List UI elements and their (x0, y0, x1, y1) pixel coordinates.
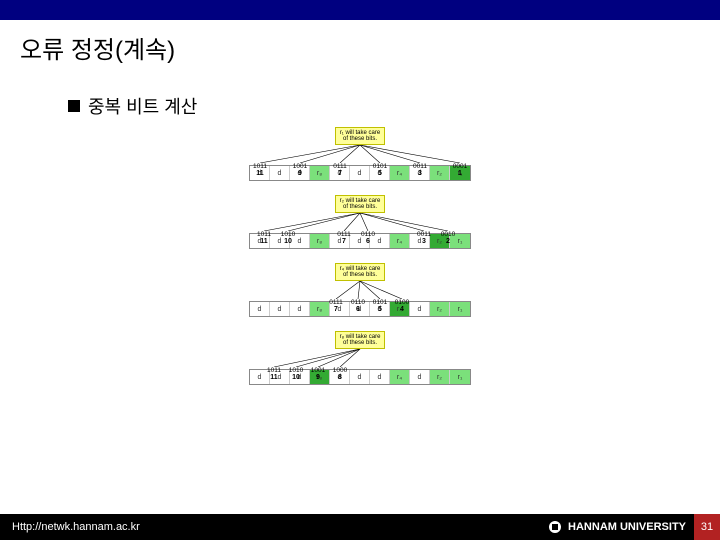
position-dec: 1 (458, 170, 462, 177)
position-label: 01015 (367, 163, 393, 177)
position-dec: 5 (378, 306, 382, 313)
position-label: 10019 (287, 163, 313, 177)
position-dec: 3 (422, 238, 426, 245)
position-dec: 9 (298, 170, 302, 177)
position-bin: 1011 (267, 367, 281, 374)
position-dec: 6 (366, 238, 370, 245)
position-label: 00102 (435, 231, 461, 245)
position-bin: 1010 (281, 231, 295, 238)
position-dec: 4 (400, 306, 404, 313)
position-label: 10008 (327, 367, 353, 381)
bullet-icon (68, 100, 80, 112)
position-bin: 0110 (361, 231, 375, 238)
position-dec: 9 (316, 374, 320, 381)
position-label: 01106 (355, 231, 381, 245)
position-dec: 3 (418, 170, 422, 177)
footer: Http://netwk.hannam.ac.kr HANNAM UNIVERS… (0, 514, 720, 540)
position-bin: 0111 (333, 163, 347, 170)
subtitle-text: 중복 비트 계산 (88, 93, 197, 119)
position-dec: 7 (342, 238, 346, 245)
subtitle-row: 중복 비트 계산 (68, 93, 720, 119)
position-row: 101111 101010 10019 10008 (240, 367, 480, 383)
position-bin: 0010 (441, 231, 455, 238)
position-dec: 7 (338, 170, 342, 177)
position-dec: 7 (334, 306, 338, 313)
position-bin: 1001 (311, 367, 325, 374)
hamming-diagram: r₄ will take care of these bits. 01117 011… (240, 263, 480, 317)
hamming-diagram: r₂ will take care of these bits.10111110… (240, 195, 480, 249)
position-label: 00113 (411, 231, 437, 245)
position-dec: 11 (256, 170, 263, 177)
hamming-diagram: r₁ will take care of these bits.10111110… (240, 127, 480, 181)
tree-lines: 01117011060101501004 (240, 281, 480, 299)
position-dec: 6 (356, 306, 360, 313)
position-row: 10111110101001117011060011300102 (240, 231, 480, 247)
position-bin: 1011 (257, 231, 271, 238)
diagrams-container: r₁ will take care of these bits.10111110… (0, 127, 720, 385)
position-dec: 2 (446, 238, 450, 245)
position-dec: 10 (284, 238, 292, 245)
position-bin: 0001 (453, 163, 467, 170)
position-bin: 0101 (373, 163, 387, 170)
diagram-tag: r₂ will take care of these bits. (335, 195, 386, 213)
footer-url: Http://netwk.hannam.ac.kr (12, 521, 548, 533)
position-bin: 0111 (337, 231, 351, 238)
tree-lines: 1011111001901117010150011300011 (240, 145, 480, 163)
position-dec: 10 (292, 374, 300, 381)
position-row: 01117 01106 01015 01004 (240, 299, 480, 315)
position-bin: 1001 (293, 163, 307, 170)
position-label: 00011 (447, 163, 473, 177)
diagram-tag: r₁ will take care of these bits. (335, 127, 385, 145)
position-bin: 1000 (333, 367, 347, 374)
tree-lines: 10111110101001117011060011300102 (240, 213, 480, 231)
page-number: 31 (694, 514, 720, 540)
position-dec: 8 (338, 374, 342, 381)
position-bin: 0110 (351, 299, 365, 306)
university-logo-icon (548, 520, 562, 534)
position-label: 01117 (331, 231, 357, 245)
position-dec: 11 (270, 374, 277, 381)
position-bin: 0100 (395, 299, 409, 306)
position-label: 01117 (327, 163, 353, 177)
position-label: 01004 (389, 299, 415, 313)
position-row: 101111 10019 01117 01015 00113 00011 (240, 163, 480, 179)
diagram-tag: r₈ will take care of these bits. (335, 331, 386, 349)
diagram-tag: r₄ will take care of these bits. (335, 263, 386, 281)
position-label: 101111 (247, 163, 273, 177)
top-bar (0, 0, 720, 20)
tree-lines: 1011111010101001910008 (240, 349, 480, 367)
footer-org: HANNAM UNIVERSITY (568, 521, 686, 533)
position-bin: 0111 (329, 299, 343, 306)
position-bin: 1011 (253, 163, 267, 170)
position-bin: 1010 (289, 367, 303, 374)
position-bin: 0101 (373, 299, 387, 306)
position-bin: 0011 (413, 163, 427, 170)
position-label: 00113 (407, 163, 433, 177)
position-bin: 0011 (417, 231, 431, 238)
position-dec: 11 (260, 238, 267, 245)
slide-title: 오류 정정(계속) (0, 20, 720, 75)
position-label: 101010 (275, 231, 301, 245)
hamming-diagram: r₈ will take care of these bits. 101111 10… (240, 331, 480, 385)
position-dec: 5 (378, 170, 382, 177)
footer-right: HANNAM UNIVERSITY (548, 520, 686, 534)
position-label: 101111 (251, 231, 277, 245)
